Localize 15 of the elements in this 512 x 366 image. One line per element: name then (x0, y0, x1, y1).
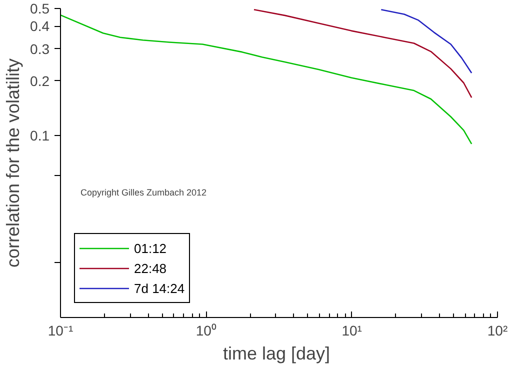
x-tick-label: 10⁰ (196, 322, 216, 338)
x-tick-label: 10² (487, 322, 508, 338)
y-tick-label: 0.4 (30, 18, 50, 34)
legend-label: 01:12 (134, 240, 167, 256)
x-tick-label: 10¹ (342, 322, 362, 338)
legend-label: 22:48 (134, 260, 167, 276)
x-tick-label: 10⁻¹ (48, 322, 74, 338)
annotation: Copyright Gilles Zumbach 2012 (80, 188, 207, 198)
y-tick-label: 0.3 (30, 40, 50, 57)
legend-label: 7d 14:24 (134, 280, 185, 296)
y-tick-label: 0.1 (30, 128, 50, 144)
y-tick-label: 0.5 (30, 0, 50, 16)
y-tick-label: 0.2 (30, 72, 50, 89)
y-axis-title: correlation for the volatility (3, 58, 24, 268)
x-axis-title: time lag [day] (222, 344, 330, 364)
